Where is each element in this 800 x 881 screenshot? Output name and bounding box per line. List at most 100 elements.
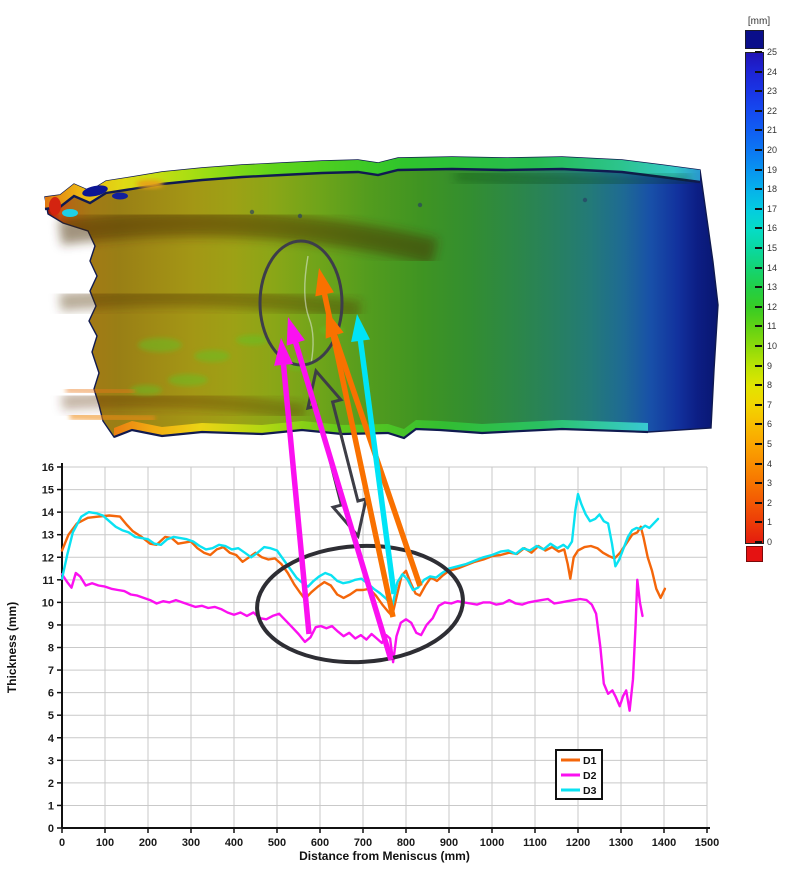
colorbar-tick-label: 16 — [767, 223, 778, 234]
annotations — [255, 239, 465, 665]
colorbar-tick-mark — [755, 188, 762, 191]
x-tick-label: 200 — [139, 837, 157, 849]
arrow-magenta-left-head — [274, 338, 293, 366]
arrow-magenta-right-shaft — [290, 334, 394, 661]
colorbar-tick-mark — [755, 501, 762, 504]
x-tick-label: 500 — [268, 837, 286, 849]
x-tick-label: 400 — [225, 837, 243, 849]
y-tick-label: 5 — [48, 710, 54, 722]
y-tick-label: 0 — [48, 823, 54, 835]
scan-speck — [249, 209, 255, 215]
colorbar-tick-label: 12 — [767, 301, 778, 312]
scan-bottom-outline-line — [113, 427, 649, 440]
arrow-cyan-head — [351, 314, 370, 342]
colorbar-gradient — [745, 52, 764, 544]
x-tick-label: 1200 — [566, 837, 590, 849]
x-tick-label: 600 — [311, 837, 329, 849]
colorbar-tick-label: 7 — [767, 399, 773, 410]
scan-green-patch — [194, 350, 230, 362]
colorbar-tick-mark — [755, 305, 762, 308]
scan-scratch-line — [304, 255, 314, 365]
x-tick-label: 100 — [96, 837, 114, 849]
colorbar-tick-label: 6 — [767, 419, 773, 430]
scan-corner-orange-patch — [136, 180, 164, 188]
x-tick-label: 300 — [182, 837, 200, 849]
colorbar-tick-mark — [755, 423, 762, 426]
scan-top-edge-strip — [45, 157, 700, 209]
y-tick-label: 13 — [42, 530, 54, 542]
colorbar-tick-mark — [755, 227, 762, 230]
scan-green-patch — [138, 338, 182, 352]
colorbar-tick-label: 18 — [767, 184, 778, 195]
colorbar-tick-label: 3 — [767, 478, 773, 489]
y-tick-label: 11 — [42, 575, 54, 587]
scan-shadow-band-right-top — [454, 168, 691, 189]
scan-shadow-band-top — [58, 210, 439, 265]
y-axis-title: Thickness (mm) — [5, 602, 19, 693]
colorbar-tick-mark — [755, 403, 762, 406]
chart-legend: D1 D2 D3 — [555, 749, 603, 800]
arrow-magenta-right-head — [286, 317, 305, 346]
scan-orange-streak — [65, 386, 136, 396]
legend-label-d3: D3 — [583, 785, 597, 797]
colorbar-tick-mark — [755, 364, 762, 367]
arrow-cyan-shaft — [356, 332, 397, 595]
y-tick-label: 3 — [48, 755, 54, 767]
series-line-d3 — [60, 492, 660, 609]
colorbar-tick-mark — [755, 286, 762, 289]
colorbar-tick-mark — [755, 541, 762, 543]
x-tick-label: 0 — [59, 837, 65, 849]
colorbar-tick-mark — [755, 51, 762, 53]
colorbar-tick-label: 24 — [767, 66, 778, 77]
scan-shadow-band-low — [61, 391, 307, 420]
series-line-d2 — [60, 571, 644, 712]
scan-corner-navy-patch — [82, 185, 108, 197]
colorbar-tick-mark — [755, 345, 762, 347]
scan-orange-streak — [69, 412, 156, 423]
colorbar-tick-label: 21 — [767, 125, 778, 136]
scan-speck — [417, 202, 423, 208]
y-tick-label: 7 — [48, 665, 54, 677]
colorbar-tick-label: 9 — [767, 360, 773, 371]
colorbar-tick-label: 0 — [767, 537, 773, 547]
colorbar-tick-mark — [755, 168, 762, 171]
y-tick-label: 8 — [48, 643, 54, 655]
arrow-magenta-left-shaft — [280, 356, 312, 635]
scan-green-patch — [236, 335, 268, 345]
y-tick-label: 12 — [42, 552, 54, 564]
colorbar: [mm] 25 24 23 22 21 20 19 18 17 16 15 14 13 12 11 10 9 8 7… — [742, 16, 800, 562]
x-tick-label: 800 — [397, 837, 415, 849]
y-tick-label: 6 — [48, 688, 54, 700]
y-tick-label: 1 — [48, 800, 54, 812]
colorbar-tick-label: 4 — [767, 458, 773, 469]
scan-green-patch — [168, 374, 208, 386]
colorbar-tick-mark — [755, 482, 762, 485]
scan-image — [44, 156, 719, 440]
colorbar-tick-label: 5 — [767, 439, 773, 449]
colorbar-scale: 25 24 23 22 21 20 19 18 17 16 15 14 13 12 11 10 9 8 7 6 5 4 3 2… — [742, 47, 800, 547]
scan-corner-navy-patch — [112, 192, 128, 200]
colorbar-tick-mark — [755, 462, 762, 465]
colorbar-tick-label: 22 — [767, 105, 778, 116]
scan-speck — [582, 197, 588, 203]
scan-green-patch — [130, 385, 162, 395]
legend-label-d2: D2 — [583, 770, 597, 782]
colorbar-tick-mark — [755, 266, 762, 269]
colorbar-unit-label: [mm] — [747, 16, 771, 27]
colorbar-tick-label: 8 — [767, 380, 773, 391]
scan-top-outline-line — [44, 167, 701, 211]
x-tick-label: 1000 — [480, 837, 504, 849]
colorbar-tick-mark — [755, 149, 762, 151]
colorbar-tick-label: 13 — [767, 282, 778, 293]
x-tick-label: 1100 — [523, 837, 547, 849]
colorbar-tick-mark — [755, 129, 762, 132]
colorbar-tick-label: 20 — [767, 145, 778, 155]
colorbar-tick-label: 23 — [767, 86, 778, 97]
y-tick-label: 4 — [48, 733, 55, 745]
y-tick-label: 10 — [42, 597, 54, 609]
colorbar-tick-label: 25 — [767, 47, 778, 57]
colorbar-max-block — [745, 30, 764, 49]
